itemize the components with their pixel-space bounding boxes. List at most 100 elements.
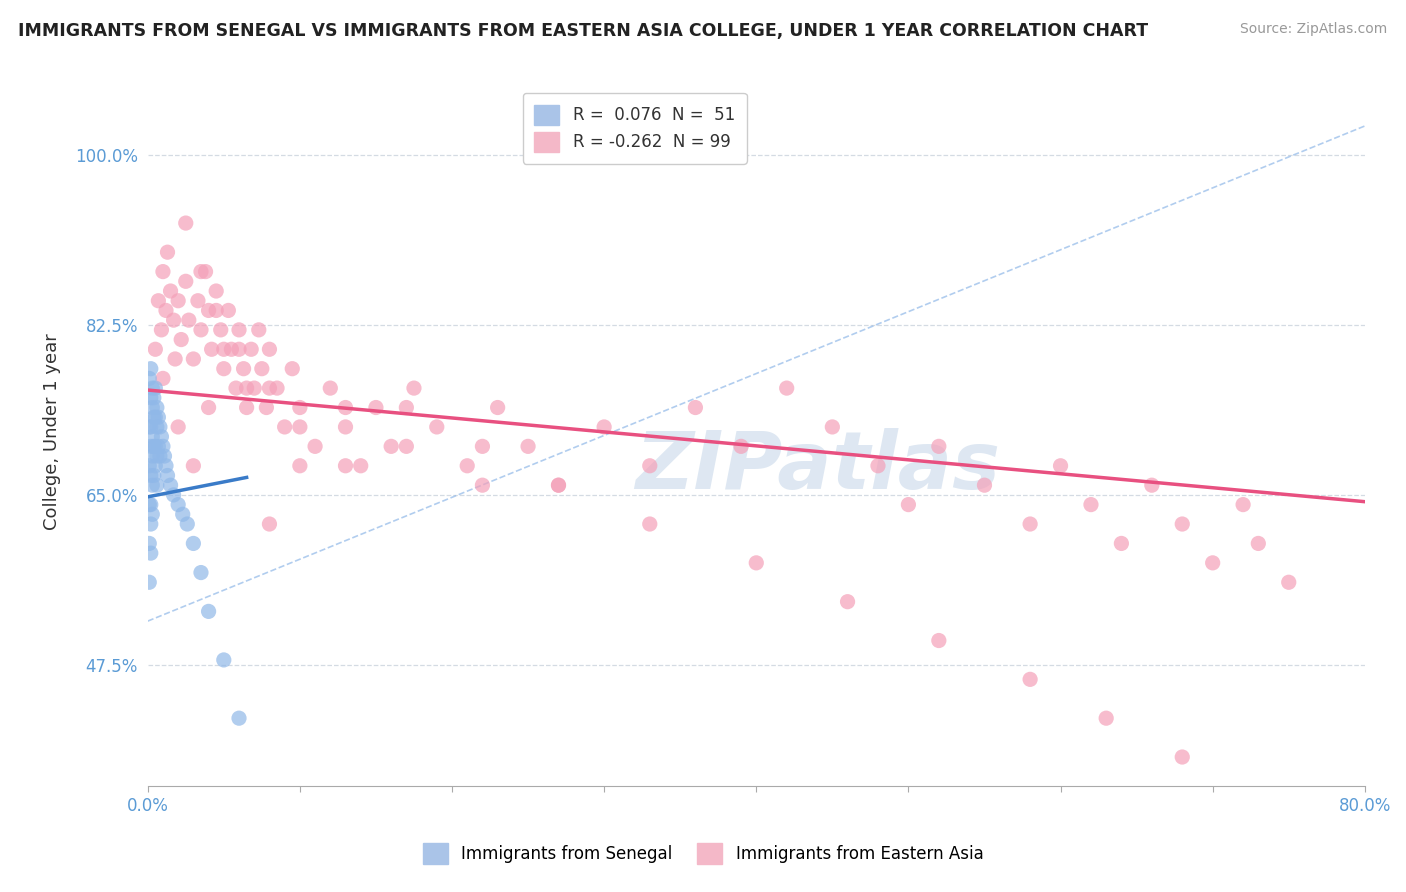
Point [928,633,950,648]
Point [471,439,494,453]
Point [167,420,190,434]
Point [148,293,170,308]
Point [138,575,160,590]
Point [273,420,295,434]
Point [1278,575,1301,590]
Point [228,343,250,357]
Point [190,264,212,278]
Point [148,410,170,425]
Point [150,430,173,444]
Point [866,458,889,473]
Point [259,516,281,531]
Point [153,449,176,463]
Point [745,556,768,570]
Point [167,293,190,308]
Legend: R =  0.076  N =  51, R = -0.262  N = 99: R = 0.076 N = 51, R = -0.262 N = 99 [523,93,747,163]
Point [138,458,160,473]
Point [837,595,859,609]
Point [190,566,212,580]
Point [212,361,235,376]
Point [183,351,205,366]
Point [259,343,281,357]
Point [141,508,163,522]
Point [139,546,162,560]
Point [1247,536,1270,550]
Point [471,478,494,492]
Point [142,410,165,425]
Point [170,333,193,347]
Point [486,401,509,415]
Point [1019,673,1042,687]
Point [685,401,707,415]
Point [141,449,163,463]
Point [143,381,166,395]
Point [281,361,304,376]
Point [1232,498,1254,512]
Text: ZIPatlas: ZIPatlas [634,428,1000,507]
Legend: Immigrants from Senegal, Immigrants from Eastern Asia: Immigrants from Senegal, Immigrants from… [416,837,990,871]
Point [593,420,616,434]
Point [149,449,172,463]
Point [288,401,311,415]
Point [138,498,160,512]
Point [209,323,232,337]
Point [456,458,478,473]
Point [143,439,166,453]
Point [350,458,373,473]
Point [146,478,169,492]
Point [176,516,198,531]
Point [235,381,257,395]
Point [141,381,163,395]
Point [139,468,162,483]
Point [139,516,162,531]
Point [156,468,179,483]
Point [776,381,799,395]
Point [288,420,311,434]
Point [221,343,243,357]
Y-axis label: College, Under 1 year: College, Under 1 year [44,334,60,530]
Point [159,478,181,492]
Point [335,401,357,415]
Point [174,216,197,230]
Point [1111,536,1133,550]
Point [143,343,166,357]
Point [232,361,254,376]
Point [138,420,160,434]
Point [638,458,661,473]
Point [335,458,357,473]
Point [240,343,263,357]
Point [165,351,187,366]
Point [183,536,205,550]
Point [1080,498,1102,512]
Point [146,449,169,463]
Point [517,439,540,453]
Point [1095,711,1118,725]
Point [146,401,169,415]
Point [159,284,181,298]
Point [897,498,920,512]
Point [426,420,449,434]
Point [143,410,166,425]
Point [138,371,160,385]
Point [288,458,311,473]
Point [250,361,273,376]
Point [162,313,184,327]
Point [162,488,184,502]
Point [228,711,250,725]
Point [174,274,197,288]
Point [139,439,162,453]
Point [141,401,163,415]
Point [142,439,165,453]
Point [243,381,266,395]
Point [364,401,387,415]
Point [139,391,162,405]
Point [146,420,169,434]
Point [1171,516,1194,531]
Point [402,381,425,395]
Point [141,430,163,444]
Point [205,284,228,298]
Point [141,478,163,492]
Point [1019,516,1042,531]
Point [247,323,270,337]
Point [547,478,569,492]
